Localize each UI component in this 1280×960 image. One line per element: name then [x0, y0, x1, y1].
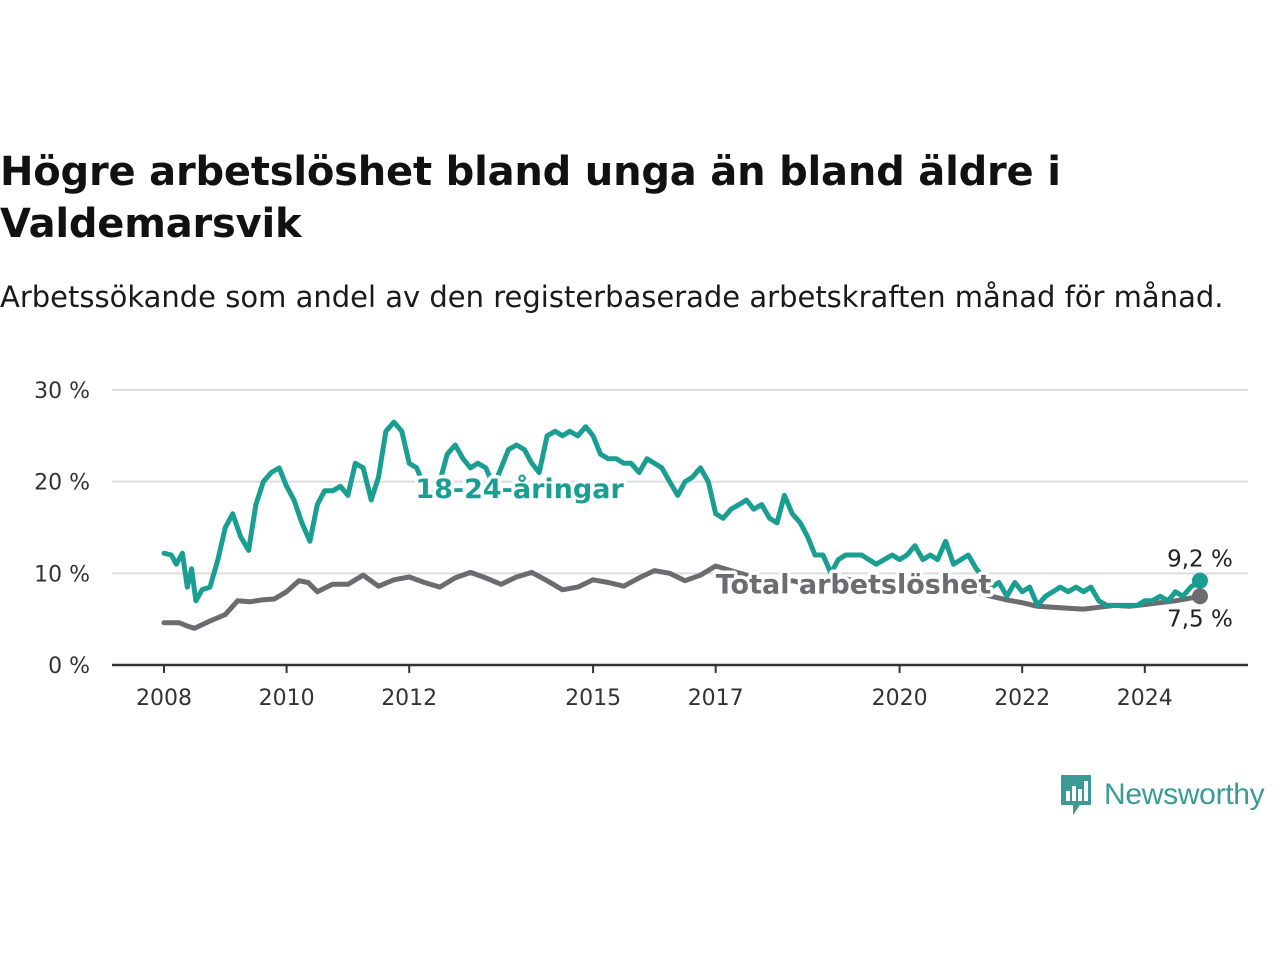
- end-value-label-youth: 9,2 %: [1167, 547, 1233, 573]
- y-tick-label: 30 %: [34, 379, 90, 404]
- x-tick-label: 2008: [136, 686, 192, 710]
- chart-subtitle: Arbetssökande som andel av den registerb…: [0, 280, 1224, 314]
- x-tick-label: 2024: [1117, 686, 1173, 710]
- series-label-youth: 18-24-åringar: [415, 473, 624, 505]
- series-line-1: [161, 419, 1203, 608]
- chart-gridlines: [112, 389, 1248, 667]
- x-tick-label: 2020: [872, 686, 928, 710]
- newsworthy-logo-icon: [1061, 775, 1091, 815]
- newsworthy-brand: Newsworthy: [1058, 772, 1265, 818]
- y-tick-label: 10 %: [34, 562, 90, 587]
- x-tick-label: 2010: [259, 686, 315, 710]
- series-line-0: [161, 563, 1203, 631]
- series-end-point-1: [1191, 572, 1208, 589]
- x-axis-ticks: 2008 2010 2012 2015 2017 2020 2022 2024: [136, 665, 1173, 710]
- brand-name: Newsworthy: [1104, 778, 1265, 811]
- chart-series: [161, 419, 1208, 631]
- series-end-point-0: [1191, 588, 1208, 605]
- x-tick-label: 2012: [381, 686, 437, 710]
- x-tick-label: 2015: [565, 686, 621, 710]
- y-tick-label: 0 %: [48, 654, 90, 679]
- series-label-total: Total arbetslöshet: [716, 570, 992, 601]
- y-axis-ticks: 0 % 10 % 20 % 30 %: [34, 379, 90, 679]
- end-value-label-total: 7,5 %: [1167, 606, 1233, 632]
- y-tick-label: 20 %: [34, 471, 90, 496]
- x-tick-label: 2022: [994, 686, 1050, 710]
- line-chart: 0 % 10 % 20 % 30 % 2008 2010 2012 2015 2017 2020…: [34, 379, 1248, 710]
- chart-labels: 18-24-åringar Total arbetslöshet 9,2 % 7,5 …: [412, 470, 1236, 635]
- chart-title: Högre arbetslöshet bland unga än bland ä…: [0, 149, 1061, 247]
- x-tick-label: 2017: [688, 686, 744, 710]
